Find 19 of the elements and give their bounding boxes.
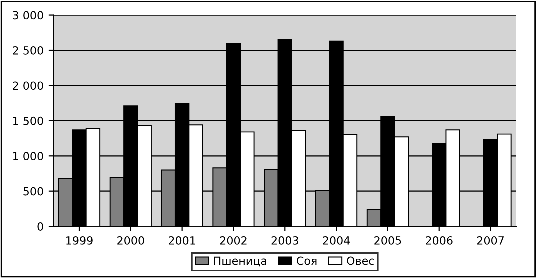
y-tick-label: 0 bbox=[38, 222, 44, 231]
y-tick-label: 500 bbox=[24, 187, 44, 196]
y-tick-label: 3 000 bbox=[13, 11, 44, 20]
x-tick-label: 2004 bbox=[323, 236, 350, 245]
x-tick-label: 1999 bbox=[66, 236, 93, 245]
x-tick-label: 2003 bbox=[272, 236, 298, 245]
y-tick-label: 1 000 bbox=[13, 152, 44, 161]
x-tick-label: 2005 bbox=[374, 236, 402, 245]
legend-label: Соя bbox=[297, 256, 317, 266]
legend-label: Пшеница bbox=[214, 256, 266, 267]
x-tick-label: 2002 bbox=[220, 236, 247, 245]
y-tick-label: 2 500 bbox=[13, 46, 44, 55]
x-tick-label: 2007 bbox=[477, 236, 504, 245]
legend-label: Овес bbox=[347, 256, 374, 266]
x-tick-label: 2000 bbox=[118, 236, 144, 245]
y-tick-label: 1 500 bbox=[13, 116, 44, 126]
x-tick-label: 2006 bbox=[426, 236, 453, 245]
y-tick-label: 2 000 bbox=[13, 82, 44, 90]
x-tick-label: 2001 bbox=[169, 236, 196, 245]
